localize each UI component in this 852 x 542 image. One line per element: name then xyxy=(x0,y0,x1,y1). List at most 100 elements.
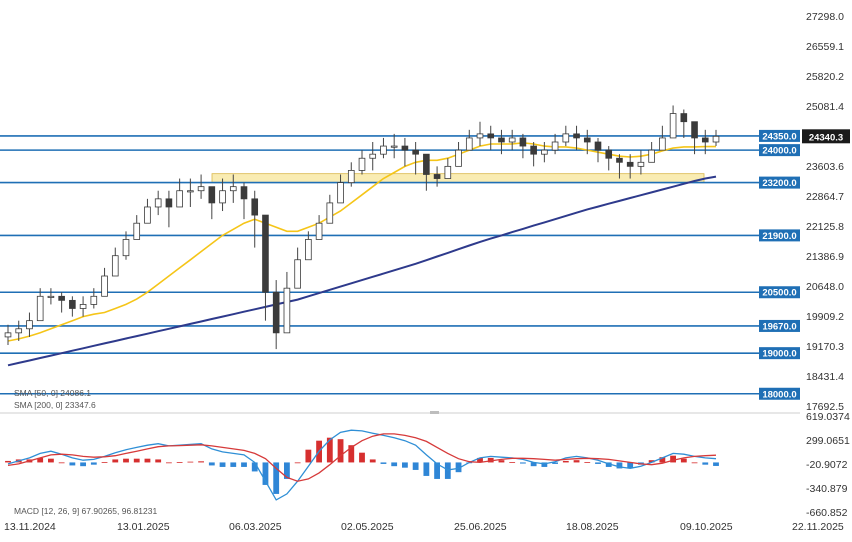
candle-body-up xyxy=(541,149,548,155)
price-tick-21386.9: 21386.9 xyxy=(806,251,844,263)
macd-hist-bar-17 xyxy=(187,461,194,463)
candle-body-up xyxy=(90,295,98,305)
candle-body-up xyxy=(315,222,323,240)
macd-hist-bar-42 xyxy=(455,462,462,473)
macd-hist-bar-20 xyxy=(219,462,226,467)
level-tag-text: 24350.0 xyxy=(762,131,796,142)
candle-body-up xyxy=(154,198,162,208)
level-tag-bg xyxy=(759,347,800,360)
candles-layer xyxy=(4,105,720,350)
price-tick-18431.4: 18431.4 xyxy=(806,371,844,383)
level-tag-19670.0: 19670.0 xyxy=(759,319,800,332)
candle-25 xyxy=(272,280,280,350)
candle-41 xyxy=(444,158,452,179)
candle-59 xyxy=(637,150,645,175)
macd-hist-bar-0 xyxy=(5,460,11,463)
macd-hist-bar-23 xyxy=(251,462,258,472)
candle-2 xyxy=(26,312,33,337)
candle-27 xyxy=(294,247,301,289)
last-price-text: 24340.3 xyxy=(809,132,843,143)
candle-body-down xyxy=(701,137,709,143)
macd-hist-bar-39 xyxy=(423,462,430,476)
candle-body-up xyxy=(508,137,516,143)
candle-36 xyxy=(390,133,398,159)
level-tag-18000.0: 18000.0 xyxy=(759,387,800,400)
candle-body-down xyxy=(616,157,623,163)
date-tick-18.08.2025: 18.08.2025 xyxy=(566,521,619,533)
candle-40 xyxy=(433,166,441,187)
macd-hist-bar-54 xyxy=(584,462,591,463)
level-tag-19000.0: 19000.0 xyxy=(759,347,800,360)
candle-body-up xyxy=(197,186,205,192)
candle-body-up xyxy=(390,145,398,148)
candle-body-down xyxy=(487,133,495,139)
macd-hist-bar-64 xyxy=(691,462,698,464)
macd-hist-bar-53 xyxy=(573,460,580,463)
candle-body-up xyxy=(26,320,33,330)
macd-tick-299.0651: 299.0651 xyxy=(806,435,850,447)
macd-hist-bar-26 xyxy=(284,462,290,479)
macd-hist-bar-62 xyxy=(670,455,676,463)
macd-hist-bar-5 xyxy=(58,462,65,464)
level-tag-bg xyxy=(759,229,800,242)
candle-46 xyxy=(498,129,505,155)
signal-line xyxy=(7,433,717,482)
level-tag-bg xyxy=(759,144,800,157)
grid-lines xyxy=(0,411,800,414)
candle-58 xyxy=(626,154,634,179)
macd-hist-bar-13 xyxy=(144,458,151,463)
macd-hist-bar-66 xyxy=(713,462,719,466)
candle-body-up xyxy=(562,133,570,143)
candle-body-up xyxy=(637,161,645,167)
macd-hist-bar-22 xyxy=(241,462,247,467)
macd-hist-bar-8 xyxy=(90,462,97,465)
candle-body-down xyxy=(69,299,76,309)
level-tag-23200.0: 23200.0 xyxy=(759,176,800,189)
candle-17 xyxy=(187,178,194,207)
macd-hist-bar-7 xyxy=(80,462,86,467)
candle-body-down xyxy=(691,121,698,139)
candle-body-down xyxy=(583,137,591,143)
price-tick-27298.0: 27298.0 xyxy=(806,11,844,23)
macd-hist-bar-47 xyxy=(509,462,516,463)
candle-body-up xyxy=(476,133,484,139)
candle-28 xyxy=(305,231,312,261)
candle-body-up xyxy=(444,165,452,179)
macd-hist-bar-65 xyxy=(702,462,709,465)
candle-18 xyxy=(197,174,205,199)
date-tick-13.11.2024: 13.11.2024 xyxy=(4,521,56,533)
macd-hist-bar-27 xyxy=(294,462,301,464)
candle-54 xyxy=(583,129,591,155)
candle-body-down xyxy=(272,291,280,334)
candle-57 xyxy=(616,154,623,179)
candle-45 xyxy=(487,125,495,151)
candle-20 xyxy=(219,178,226,212)
date-tick-02.05.2025: 02.05.2025 xyxy=(341,521,394,533)
candle-1 xyxy=(15,320,23,341)
macd-hist-bar-19 xyxy=(208,462,215,466)
macd-hist-bar-25 xyxy=(273,462,280,494)
candle-56 xyxy=(605,146,613,171)
candle-66 xyxy=(712,129,720,147)
candle-body-down xyxy=(626,161,634,167)
candle-body-down xyxy=(680,113,688,123)
macd-hist-bar-56 xyxy=(605,462,612,467)
level-tag-20500.0: 20500.0 xyxy=(759,286,800,299)
candle-body-up xyxy=(111,255,119,277)
candle-body-up xyxy=(79,304,87,309)
macd-line xyxy=(7,429,717,501)
price-tick-23603.6: 23603.6 xyxy=(806,161,844,173)
candle-13 xyxy=(144,198,151,224)
macd-hist-bar-4 xyxy=(48,458,54,463)
candle-body-down xyxy=(573,133,580,139)
macd-hist-bar-33 xyxy=(359,452,365,463)
macd-hist-bar-52 xyxy=(562,460,569,463)
level-tag-bg xyxy=(759,286,800,299)
price-axis-layer: 27298.0 26559.1 25820.2 25081.4 23603.6 22864… xyxy=(802,11,850,519)
candle-52 xyxy=(562,125,570,147)
candle-9 xyxy=(101,267,108,297)
macd-hist-bar-37 xyxy=(402,462,408,468)
macd-hist-bar-34 xyxy=(369,459,376,463)
